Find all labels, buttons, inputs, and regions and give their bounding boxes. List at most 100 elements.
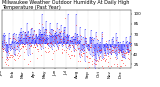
Point	[112, 48, 115, 49]
Point	[51, 44, 54, 45]
Point	[20, 32, 22, 33]
Point	[95, 57, 98, 58]
Point	[25, 38, 28, 39]
Point	[76, 44, 79, 46]
Point	[124, 52, 126, 53]
Point	[104, 42, 107, 43]
Point	[49, 34, 52, 35]
Point	[112, 36, 114, 37]
Point	[127, 41, 130, 43]
Point	[47, 43, 50, 44]
Point	[124, 51, 127, 52]
Point	[97, 39, 100, 41]
Point	[77, 48, 79, 49]
Point	[2, 32, 5, 34]
Point	[107, 62, 109, 63]
Point	[105, 44, 108, 45]
Point	[73, 56, 76, 57]
Point	[52, 44, 55, 45]
Point	[34, 34, 37, 35]
Point	[38, 45, 41, 46]
Point	[33, 39, 36, 41]
Point	[92, 37, 95, 38]
Point	[6, 51, 9, 52]
Point	[0, 47, 3, 49]
Point	[44, 28, 47, 30]
Point	[1, 48, 4, 49]
Point	[119, 41, 121, 43]
Point	[57, 46, 60, 48]
Point	[50, 41, 53, 42]
Point	[55, 32, 58, 33]
Point	[61, 51, 64, 52]
Point	[111, 44, 113, 45]
Point	[9, 44, 12, 45]
Point	[127, 50, 129, 52]
Point	[34, 47, 36, 48]
Point	[29, 42, 32, 44]
Point	[36, 37, 38, 39]
Point	[126, 52, 129, 53]
Point	[114, 45, 117, 46]
Point	[12, 49, 15, 50]
Point	[129, 49, 132, 50]
Point	[80, 55, 82, 56]
Point	[44, 40, 47, 41]
Point	[48, 34, 50, 35]
Point	[41, 41, 44, 42]
Point	[32, 44, 35, 45]
Point	[108, 48, 110, 50]
Point	[84, 41, 86, 42]
Point	[56, 43, 59, 44]
Point	[57, 48, 60, 49]
Point	[54, 32, 56, 33]
Point	[24, 31, 27, 33]
Point	[35, 44, 38, 45]
Point	[88, 57, 90, 58]
Point	[127, 53, 130, 55]
Point	[82, 44, 85, 45]
Point	[53, 39, 55, 40]
Point	[1, 56, 3, 58]
Point	[62, 30, 65, 31]
Point	[107, 53, 110, 54]
Point	[5, 51, 7, 53]
Point	[22, 46, 24, 48]
Point	[119, 49, 121, 50]
Point	[23, 43, 25, 44]
Point	[106, 47, 109, 48]
Point	[122, 40, 124, 42]
Point	[39, 48, 42, 50]
Point	[126, 46, 129, 48]
Point	[55, 37, 57, 38]
Point	[114, 45, 116, 47]
Point	[11, 40, 13, 42]
Point	[75, 13, 77, 15]
Point	[5, 41, 7, 43]
Point	[40, 34, 43, 35]
Point	[24, 45, 26, 46]
Point	[92, 40, 95, 41]
Point	[112, 40, 114, 41]
Point	[96, 51, 98, 52]
Point	[31, 52, 33, 54]
Point	[69, 40, 72, 41]
Point	[54, 42, 56, 44]
Point	[94, 53, 96, 55]
Point	[24, 44, 26, 45]
Point	[7, 58, 9, 60]
Point	[37, 43, 40, 44]
Point	[117, 48, 120, 50]
Point	[108, 39, 110, 41]
Point	[29, 29, 32, 30]
Point	[112, 46, 115, 47]
Point	[97, 57, 100, 58]
Point	[76, 39, 78, 41]
Point	[51, 34, 54, 35]
Point	[101, 67, 104, 68]
Point	[116, 37, 119, 38]
Point	[58, 31, 60, 32]
Point	[115, 39, 118, 41]
Point	[107, 46, 109, 47]
Point	[15, 48, 17, 50]
